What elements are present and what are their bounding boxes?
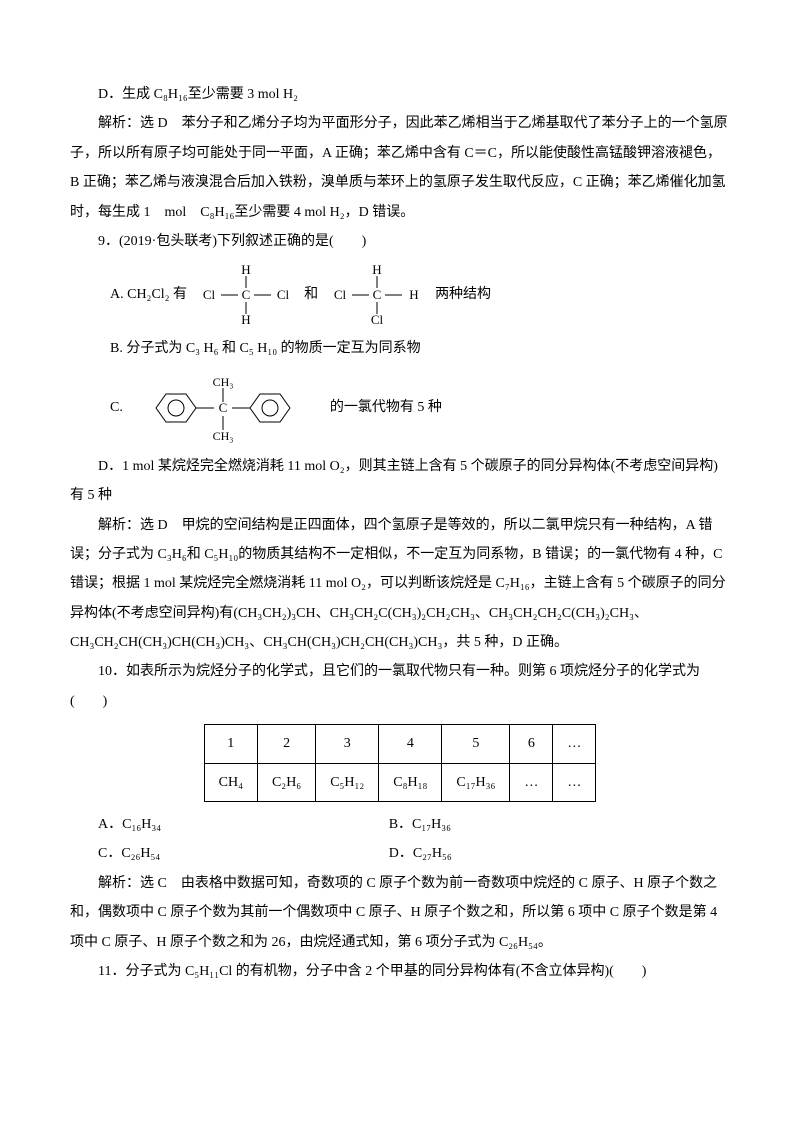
c-prefix: C. [110, 400, 123, 415]
svg-text:Cl: Cl [333, 287, 346, 302]
q9-option-a: A. CH₂Cl₂ 有 H H Cl Cl C 和 H Cl Cl H C 两种… [110, 264, 730, 326]
structure-2: H Cl Cl H C [322, 264, 432, 326]
q10-choices-row2: C．C₂₆H₅₄ D．C₂₇H₅₆ [98, 839, 730, 868]
a-mid: 和 [304, 288, 318, 303]
svg-text:C: C [241, 287, 250, 302]
a-prefix: A. CH₂Cl₂ 有 [110, 288, 187, 303]
q10-d: D．C₂₇H₅₆ [389, 839, 452, 868]
explain-10: 解析：选 C 由表格中数据可知，奇数项的 C 原子个数为前一奇数项中烷烃的 C … [70, 869, 730, 957]
q9-stem: 9．(2019·包头联考)下列叙述正确的是( ) [70, 227, 730, 256]
explain-8: 解析：选 D 苯分子和乙烯分子均为平面形分子，因此苯乙烯相当于乙烯基取代了苯分子… [70, 109, 730, 227]
q11-stem: 11．分子式为 C₅H₁₁Cl 的有机物，分子中含 2 个甲基的同分异构体有(不… [70, 957, 730, 986]
row-cell: C₈H₁₈ [379, 763, 442, 801]
c-suffix: 的一氯代物有 5 种 [330, 400, 442, 415]
svg-text:H: H [372, 264, 381, 277]
structure-1: H H Cl Cl C [191, 264, 301, 326]
svg-text:H: H [241, 264, 250, 277]
row-cell: C₁₇H₃₆ [442, 763, 510, 801]
svg-text:CH₃: CH₃ [213, 429, 234, 443]
q10-table: 1 2 3 4 5 6 … CH₄ C₂H₆ C₅H₁₂ C₈H₁₈ C₁₇H₃… [204, 724, 597, 802]
q10-c: C．C₂₆H₅₄ [98, 839, 389, 868]
q9-option-d: D．1 mol 某烷烃完全燃烧消耗 11 mol O₂，则其主链上含有 5 个碳… [70, 452, 730, 511]
hdr-cell: … [553, 725, 596, 763]
svg-text:Cl: Cl [202, 287, 215, 302]
svg-text:Cl: Cl [370, 312, 383, 326]
hdr-cell: 4 [379, 725, 442, 763]
structure-c: C CH₃ CH₃ [126, 372, 326, 444]
svg-text:H: H [409, 287, 418, 302]
q10-b: B．C₁₇H₃₆ [389, 810, 451, 839]
row-cell: … [553, 763, 596, 801]
row-cell: C₅H₁₂ [316, 763, 379, 801]
hdr-cell: 6 [510, 725, 553, 763]
hdr-cell: 1 [204, 725, 257, 763]
svg-text:Cl: Cl [276, 287, 289, 302]
svg-text:H: H [241, 312, 250, 326]
a-suffix: 两种结构 [435, 288, 491, 303]
option-d: D．生成 C₈H₁₆至少需要 3 mol H₂ [70, 80, 730, 109]
q10-stem: 10．如表所示为烷烃分子的化学式，且它们的一氯取代物只有一种。则第 6 项烷烃分… [70, 657, 730, 716]
row-cell: C₂H₆ [257, 763, 315, 801]
svg-text:C: C [219, 400, 228, 415]
hdr-cell: 3 [316, 725, 379, 763]
row-cell: CH₄ [204, 763, 257, 801]
q9-option-b: B. 分子式为 C₃ H₆ 和 C₅ H₁₀ 的物质一定互为同系物 [110, 334, 730, 363]
q10-a: A．C₁₆H₃₄ [98, 810, 389, 839]
svg-text:C: C [372, 287, 381, 302]
hdr-cell: 5 [442, 725, 510, 763]
svg-text:CH₃: CH₃ [213, 375, 234, 389]
q10-choices-row1: A．C₁₆H₃₄ B．C₁₇H₃₆ [98, 810, 730, 839]
hdr-cell: 2 [257, 725, 315, 763]
q9-option-c: C. C CH₃ CH₃ 的一氯代物有 5 种 [110, 372, 730, 444]
row-cell: … [510, 763, 553, 801]
explain-9: 解析：选 D 甲烷的空间结构是正四面体，四个氢原子是等效的，所以二氯甲烷只有一种… [70, 511, 730, 658]
